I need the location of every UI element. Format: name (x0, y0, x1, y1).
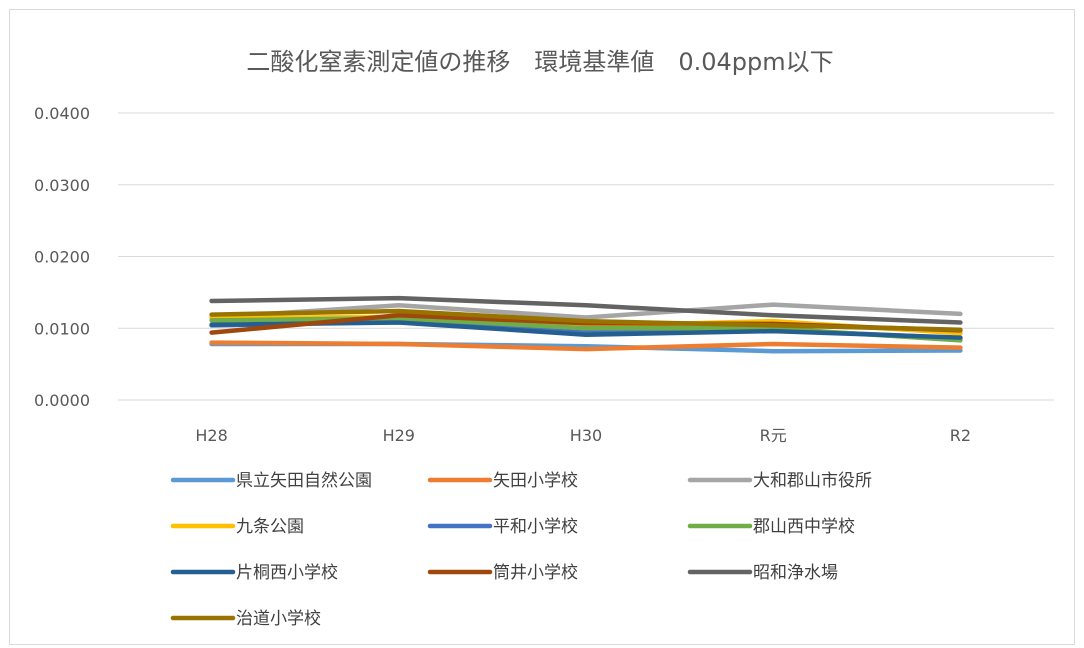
series-line (209, 295, 963, 325)
x-tick-label: H28 (195, 426, 227, 445)
legend-label: 筒井小学校 (493, 563, 578, 583)
x-tick-label: H30 (570, 426, 602, 445)
gridlines (118, 112, 1054, 401)
y-axis-ticks: 0.0000 0.0100 0.0200 0.0300 0.0400 (34, 104, 90, 410)
y-tick-label: 0.0200 (34, 248, 90, 267)
x-tick-label: R元 (760, 426, 787, 445)
chart-area: 二酸化窒素測定値の推移 環境基準値 0.04ppm以下 0.0000 0.0100… (9, 9, 1075, 645)
y-tick-label: 0.0100 (34, 319, 90, 338)
series-lines (209, 295, 963, 354)
y-tick-label: 0.0300 (34, 176, 90, 195)
chart-title: 二酸化窒素測定値の推移 環境基準値 0.04ppm以下 (246, 48, 833, 76)
y-tick-label: 0.0400 (34, 104, 90, 123)
series-line (209, 308, 963, 332)
legend-label: 郡山西中学校 (753, 517, 855, 537)
legend-label: 治道小学校 (236, 609, 321, 629)
legend-label: 九条公園 (236, 517, 304, 537)
legend-label: 片桐西小学校 (236, 563, 338, 583)
legend-label: 県立矢田自然公園 (236, 471, 372, 491)
x-tick-label: H29 (383, 426, 415, 445)
x-tick-label: R2 (950, 426, 971, 445)
line-chart: 二酸化窒素測定値の推移 環境基準値 0.04ppm以下 0.0000 0.0100… (34, 48, 1054, 629)
series-line (209, 340, 963, 352)
legend-label: 平和小学校 (493, 517, 578, 537)
series-line (209, 302, 963, 320)
legend-label: 矢田小学校 (493, 471, 578, 491)
x-axis-ticks: H28 H29 H30 R元 R2 (195, 426, 971, 445)
legend-label: 昭和浄水場 (753, 563, 838, 583)
y-tick-label: 0.0000 (34, 391, 90, 410)
legend-label: 大和郡山市役所 (753, 471, 872, 491)
